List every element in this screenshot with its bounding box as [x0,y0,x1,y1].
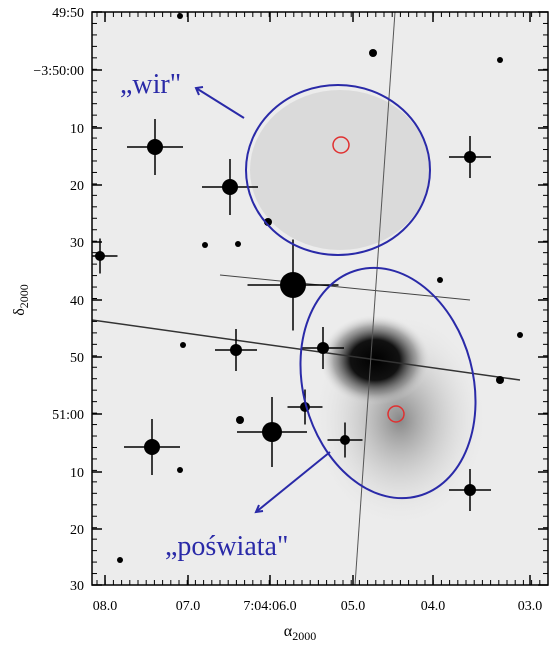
star-core [202,242,208,248]
y-tick-label: 10 [70,122,84,137]
y-axis-label: δ2000 [11,284,31,316]
x-tick-label: 05.0 [341,599,366,614]
page: „wir" „poświata" 08.0 07.0 7:04:06.0 05.0 04… [0,0,552,649]
star-core [177,13,183,19]
x-tick-label: 07.0 [176,599,201,614]
x-tick-label: 04.0 [421,599,446,614]
y-tick-label: 49:50 [52,6,84,21]
star-core [180,342,186,348]
y-tick-label: 51:00 [52,408,84,423]
star [177,13,183,19]
star-core [235,241,241,247]
star [497,57,503,63]
y-axis-symbol: δ [11,308,28,316]
figure: „wir" „poświata" 08.0 07.0 7:04:06.0 05.0 04… [0,0,552,644]
star [117,557,123,563]
star-core [496,376,504,384]
star [177,467,183,473]
star [235,241,241,247]
y-axis-subscript: 2000 [17,284,31,308]
y-tick-label: 30 [70,236,84,251]
y-tick-label: −3:50:00 [33,64,84,79]
star [496,376,504,384]
star [369,49,377,57]
y-tick-label: 20 [70,179,84,194]
star [517,332,523,338]
y-tick-label: 40 [70,294,84,309]
star-core [497,57,503,63]
x-axis-subscript: 2000 [292,629,316,643]
y-tick-label: 50 [70,351,84,366]
star-core [437,277,443,283]
star [180,342,186,348]
annotation: „poświata" [165,531,288,562]
star [236,416,244,424]
star-core [236,416,244,424]
star-core [517,332,523,338]
x-tick-label: 03.0 [518,599,543,614]
y-tick-label: 30 [70,579,84,594]
x-tick-label: 08.0 [93,599,118,614]
x-axis-label: α2000 [284,623,316,643]
annotation: „wir" [120,69,181,100]
x-tick-label: 7:04:06.0 [243,599,296,614]
star-core [177,467,183,473]
y-tick-label: 20 [70,523,84,538]
y-tick-label: 10 [70,466,84,481]
star-core [369,49,377,57]
star [202,242,208,248]
star-core [117,557,123,563]
star [437,277,443,283]
